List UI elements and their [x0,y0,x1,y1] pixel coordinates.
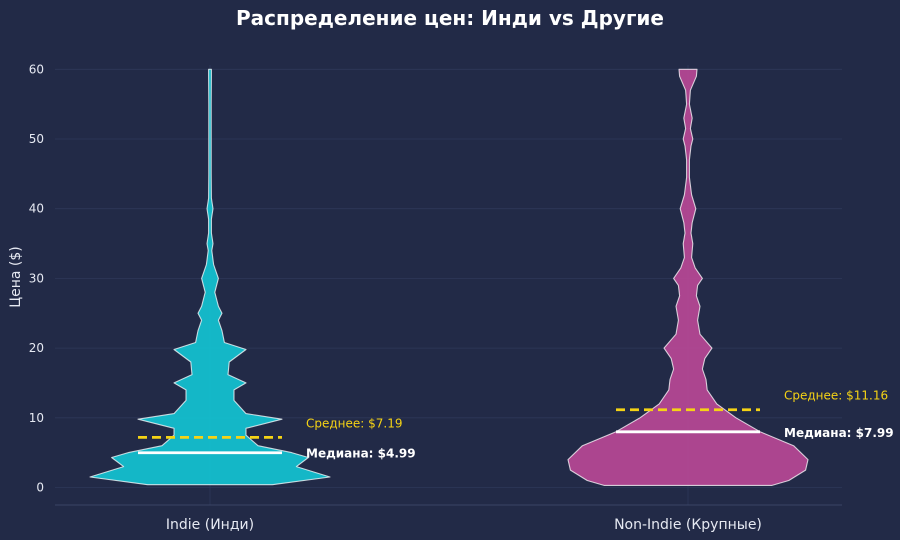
y-tick-label: 20 [29,341,44,355]
violin-non-indie [567,68,809,486]
y-tick-label: 40 [29,202,44,216]
mean-label: Среднее: $11.16 [784,389,888,403]
x-tick-label: Non-Indie (Крупные) [614,517,762,533]
y-tick-label: 50 [29,132,44,146]
chart-title: Распределение цен: Инди vs Другие [236,6,664,30]
y-tick-label: 30 [29,271,44,285]
median-label: Медиана: $7.99 [784,426,894,440]
median-label: Медиана: $4.99 [306,447,416,461]
y-tick-label: 10 [29,411,44,425]
y-axis-label: Цена ($) [8,246,24,308]
mean-label: Среднее: $7.19 [306,416,403,430]
x-tick-label: Indie (Инди) [166,517,254,533]
statistic-lines: Среднее: $7.19 Медиана: $4.99 Среднее: $11… [138,389,894,461]
y-tick-label: 0 [36,481,44,495]
violins [89,68,809,486]
violin-indie [89,68,331,486]
axis-ticks: 0 10 20 30 40 50 60 Indie (Инди) Non-Indie (Круп… [29,62,762,533]
y-tick-label: 60 [29,62,44,76]
